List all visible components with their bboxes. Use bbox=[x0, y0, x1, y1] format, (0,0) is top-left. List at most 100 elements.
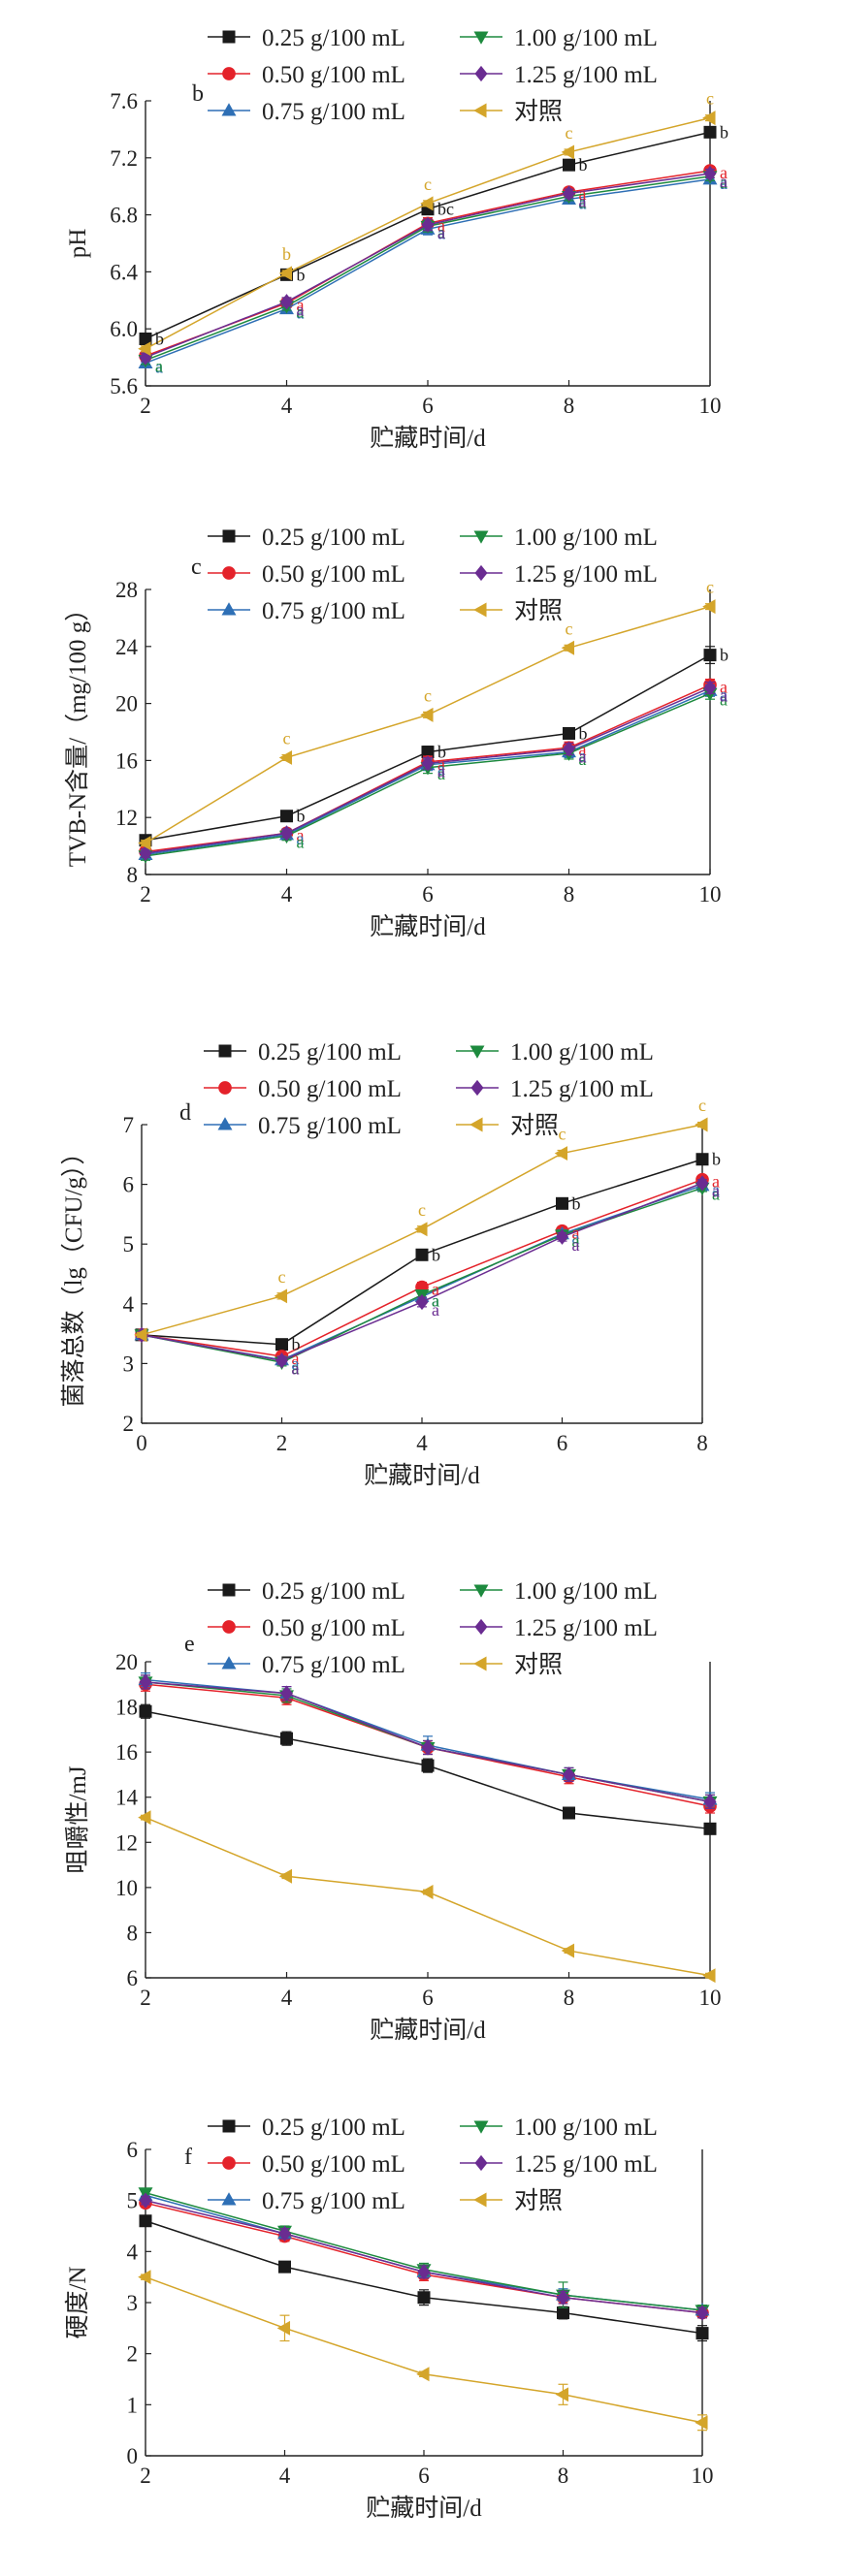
significance-label: b bbox=[437, 743, 446, 762]
significance-label: a bbox=[712, 1180, 720, 1199]
legend-item: 0.50 g/100 mL bbox=[208, 62, 405, 88]
legend-marker bbox=[222, 67, 236, 80]
y-tick-label: 3 bbox=[123, 1352, 135, 1376]
legend-label: 0.25 g/100 mL bbox=[262, 525, 405, 551]
legend-label: 0.50 g/100 mL bbox=[262, 561, 405, 588]
x-tick-label: 8 bbox=[564, 1986, 575, 2010]
legend-marker bbox=[473, 602, 487, 618]
legend-label: 1.00 g/100 mL bbox=[514, 1578, 658, 1605]
legend-label: 对照 bbox=[514, 1651, 563, 1678]
significance-label: c bbox=[698, 1096, 706, 1115]
significance-label: b bbox=[720, 646, 728, 665]
data-point bbox=[703, 649, 717, 662]
y-axis-label: pH bbox=[65, 229, 91, 259]
legend-marker bbox=[473, 2120, 489, 2134]
data-point bbox=[275, 1338, 288, 1352]
legend-label: 对照 bbox=[514, 2187, 563, 2214]
series-4 bbox=[135, 1175, 709, 1369]
panel-label: f bbox=[184, 2145, 192, 2170]
data-point bbox=[421, 1759, 435, 1772]
data-point bbox=[695, 1153, 709, 1166]
significance-label: a bbox=[292, 1354, 300, 1374]
y-tick-label: 2 bbox=[127, 2342, 139, 2367]
legend-item: 对照 bbox=[460, 1651, 563, 1678]
x-tick-label: 10 bbox=[699, 1986, 722, 2010]
series-line bbox=[145, 1816, 711, 1977]
significance-label: b bbox=[297, 265, 306, 284]
y-tick-label: 6 bbox=[127, 2138, 139, 2162]
legend-label: 0.50 g/100 mL bbox=[258, 1076, 402, 1102]
x-tick-label: 8 bbox=[558, 2464, 569, 2488]
significance-label: a bbox=[297, 300, 305, 319]
data-point bbox=[556, 1228, 568, 1245]
x-tick-label: 10 bbox=[699, 882, 722, 906]
x-tick-label: 4 bbox=[281, 882, 293, 906]
y-tick-label: 2 bbox=[123, 1412, 135, 1436]
legend-item: 对照 bbox=[456, 1112, 559, 1139]
legend-item: 0.50 g/100 mL bbox=[208, 1615, 405, 1641]
y-axis-label: 咀嚼性/mJ bbox=[64, 1765, 91, 1873]
x-tick-label: 6 bbox=[418, 2464, 430, 2488]
significance-label: b bbox=[292, 1335, 301, 1354]
y-tick-label: 0 bbox=[127, 2444, 139, 2468]
legend-marker bbox=[474, 1618, 488, 1636]
significance-label: a bbox=[297, 302, 305, 322]
y-axis-label: 菌落总数（lg（CFU/g）） bbox=[60, 1140, 87, 1407]
data-point bbox=[563, 185, 575, 202]
series-line bbox=[145, 131, 711, 340]
legend-item: 0.75 g/100 mL bbox=[208, 598, 405, 624]
legend-marker bbox=[469, 1045, 485, 1059]
y-tick-label: 6 bbox=[127, 1966, 139, 1990]
data-point bbox=[563, 726, 575, 740]
legend-label: 1.00 g/100 mL bbox=[510, 1039, 654, 1065]
chart-panel-b: 5.66.06.46.87.27.62 4 6 8 10贮藏时间/dpHbbbbcbba… bbox=[65, 25, 728, 452]
x-tick-label: 2 bbox=[140, 1986, 151, 2010]
legend-marker bbox=[218, 1081, 232, 1095]
significance-label: a bbox=[720, 173, 728, 192]
y-tick-label: 3 bbox=[127, 2291, 139, 2315]
significance-label: a bbox=[437, 754, 445, 774]
data-point bbox=[280, 1685, 293, 1701]
significance-label: c bbox=[706, 578, 714, 597]
significance-label: c bbox=[283, 728, 291, 747]
significance-label: a bbox=[437, 223, 445, 242]
legend-marker bbox=[222, 566, 236, 580]
significance-label: a bbox=[720, 163, 728, 182]
data-point bbox=[695, 2415, 708, 2431]
x-axis-label: 贮藏时间/d bbox=[366, 2495, 482, 2522]
significance-label: a bbox=[712, 1172, 720, 1192]
legend: 0.25 g/100 mL 1.00 g/100 mL 0.50 g/100 mL 1… bbox=[208, 25, 658, 125]
significance-label: a bbox=[579, 192, 587, 211]
y-tick-label: 20 bbox=[115, 692, 138, 716]
data-point bbox=[695, 1117, 708, 1132]
legend-marker bbox=[473, 1656, 487, 1671]
series-0 bbox=[139, 1703, 717, 1835]
data-point bbox=[139, 844, 152, 862]
significance-label: b bbox=[297, 807, 306, 826]
legend-marker bbox=[473, 1584, 489, 1598]
significance-label: a bbox=[432, 1290, 439, 1310]
series-4 bbox=[139, 165, 717, 366]
significance-label: a bbox=[297, 296, 305, 315]
significance-label: a bbox=[437, 223, 445, 242]
legend-label: 0.25 g/100 mL bbox=[258, 1039, 402, 1065]
data-point bbox=[421, 746, 435, 759]
legend-label: 对照 bbox=[510, 1112, 559, 1139]
legend-label: 0.25 g/100 mL bbox=[262, 1578, 405, 1605]
legend-item: 0.50 g/100 mL bbox=[208, 561, 405, 588]
data-point bbox=[280, 294, 293, 310]
legend-label: 0.75 g/100 mL bbox=[262, 1652, 405, 1678]
legend-label: 0.75 g/100 mL bbox=[258, 1113, 402, 1139]
x-tick-label: 8 bbox=[696, 1431, 708, 1455]
data-point bbox=[139, 1704, 152, 1718]
significance-label: c bbox=[559, 1125, 566, 1144]
data-point bbox=[139, 1673, 152, 1691]
significance-label: a bbox=[720, 172, 728, 191]
y-tick-label: 20 bbox=[115, 1650, 138, 1674]
panel-label: d bbox=[179, 1100, 191, 1126]
legend-item: 对照 bbox=[460, 98, 563, 125]
legend: 0.25 g/100 mL 1.00 g/100 mL 0.50 g/100 mL 1… bbox=[208, 2115, 658, 2214]
significance-label: a bbox=[579, 184, 587, 204]
x-axis-label: 贮藏时间/d bbox=[370, 2017, 486, 2044]
legend-marker bbox=[222, 2156, 236, 2170]
